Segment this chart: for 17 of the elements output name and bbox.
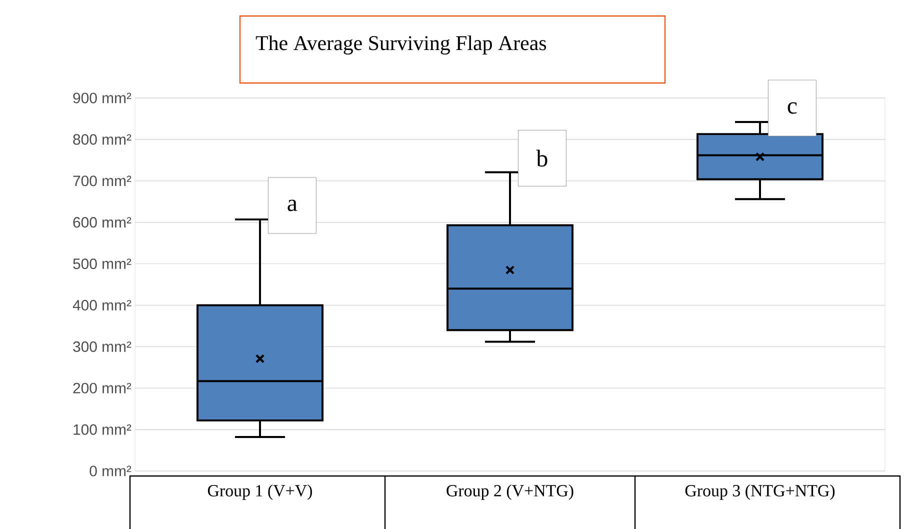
y-tick-label: 700 mm²	[73, 176, 132, 186]
y-tick-label: 300 mm²	[73, 341, 132, 352]
y-tick-label: 200 mm²	[73, 382, 132, 394]
annotation: a	[288, 200, 298, 212]
annotation: c	[788, 102, 797, 114]
x-tick-label: Group 2 (V+NTG)	[446, 484, 574, 500]
y-tick-label: 900 mm²	[73, 92, 132, 104]
y-tick-label: 800 mm²	[73, 134, 132, 145]
x-tick-label: Group 3 (NTG+NTG)	[685, 484, 835, 500]
y-tick-label: 0 mm²	[90, 466, 132, 476]
y-tick-label: 400 mm²	[72, 300, 132, 311]
y-tick-label: 100 mm²	[74, 424, 132, 435]
annotation: b	[536, 150, 548, 167]
x-tick-label: Group 1 (V+V)	[208, 484, 312, 500]
y-tick-label: 500 mm²	[73, 258, 132, 270]
y-tick-label: 600 mm²	[73, 217, 132, 228]
chart-title: The Average Surviving Flap Areas	[256, 35, 546, 55]
